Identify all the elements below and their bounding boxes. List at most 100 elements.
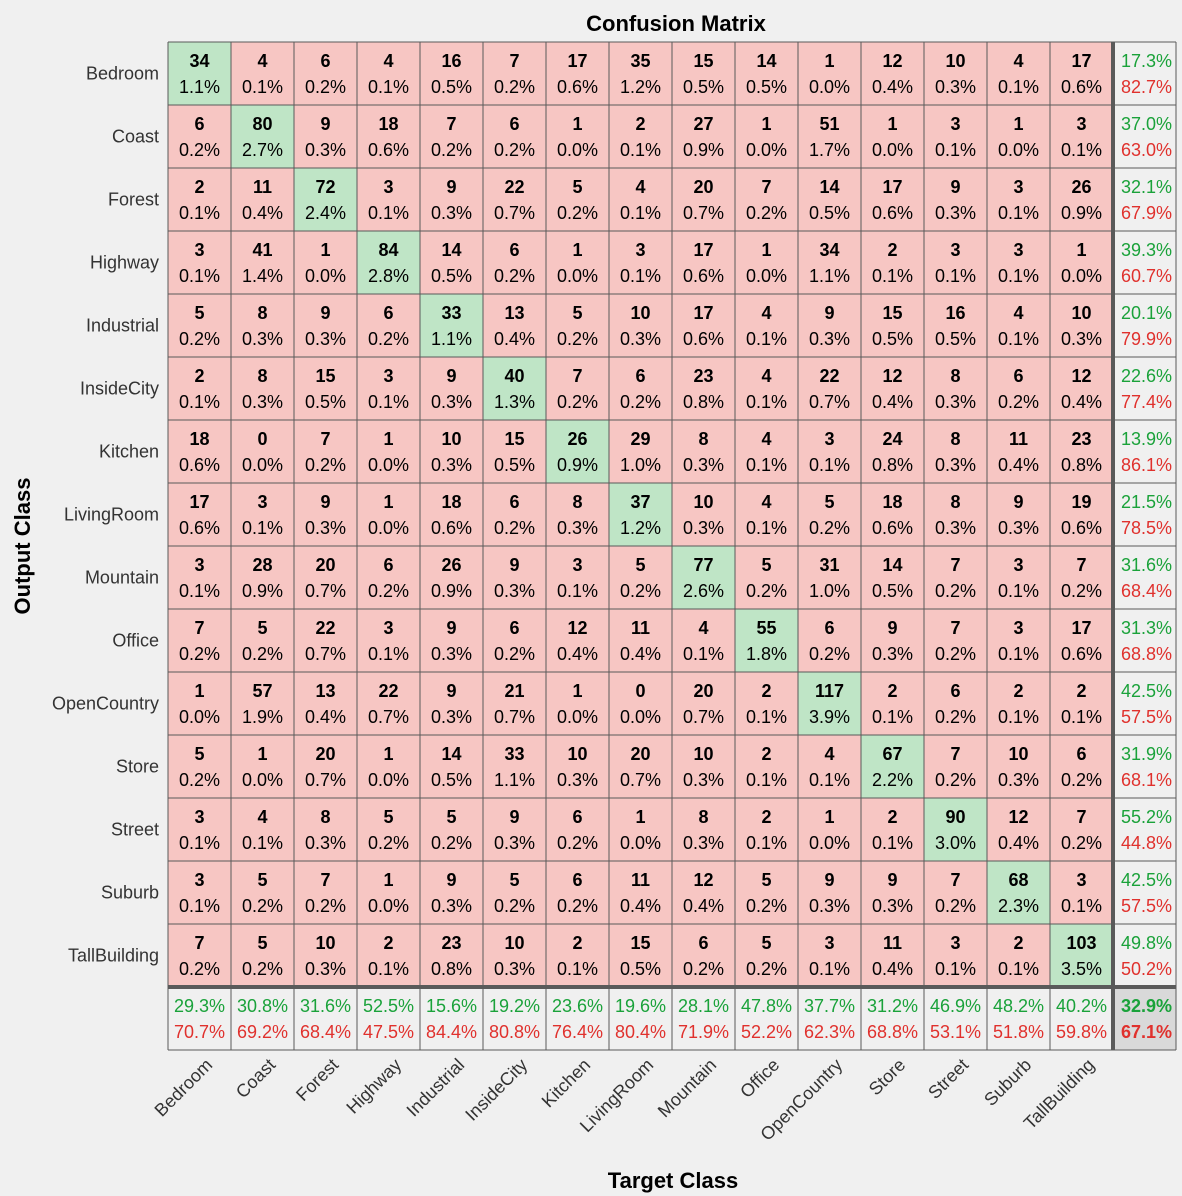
col-summary-incorrect: 59.8%: [1056, 1022, 1107, 1042]
matrix-cell: [987, 798, 1050, 861]
cell-percent: 0.7%: [683, 707, 724, 727]
col-summary-incorrect: 76.4%: [552, 1022, 603, 1042]
col-summary-incorrect: 68.4%: [300, 1022, 351, 1042]
cell-percent: 0.0%: [242, 770, 283, 790]
cell-count: 2: [761, 681, 771, 701]
matrix-cell: [861, 546, 924, 609]
matrix-cell: [987, 735, 1050, 798]
column-label: Bedroom: [151, 1055, 217, 1121]
matrix-cell: [672, 609, 735, 672]
column-label: Mountain: [654, 1055, 721, 1122]
matrix-cell: [483, 609, 546, 672]
row-label: Office: [112, 631, 159, 651]
column-label: Street: [924, 1055, 972, 1103]
cell-percent: 0.3%: [431, 392, 472, 412]
matrix-cell: [609, 735, 672, 798]
matrix-cell: [546, 483, 609, 546]
cell-percent: 0.1%: [998, 266, 1039, 286]
matrix-cell: [420, 735, 483, 798]
cell-count: 2: [1076, 681, 1086, 701]
matrix-cell: [483, 483, 546, 546]
matrix-cell: [924, 357, 987, 420]
matrix-cell: [861, 672, 924, 735]
column-label: Highway: [342, 1055, 405, 1118]
cell-count: 2: [887, 240, 897, 260]
matrix-cell: [294, 672, 357, 735]
cell-percent: 1.2%: [620, 518, 661, 538]
cell-percent: 0.3%: [557, 518, 598, 538]
row-summary-cell: [1113, 231, 1176, 294]
cell-count: 12: [693, 870, 713, 890]
cell-percent: 0.2%: [494, 518, 535, 538]
cell-count: 22: [819, 366, 839, 386]
matrix-cell: [672, 546, 735, 609]
cell-count: 8: [950, 429, 960, 449]
matrix-cell: [1050, 546, 1113, 609]
matrix-cells: 341.1%40.1%60.2%40.1%160.5%70.2%170.6%35…: [168, 42, 1176, 1050]
matrix-cell: [861, 483, 924, 546]
matrix-cell: [357, 546, 420, 609]
cell-count: 12: [1071, 366, 1091, 386]
cell-count: 6: [509, 492, 519, 512]
cell-count: 6: [383, 555, 393, 575]
matrix-cell: [1050, 483, 1113, 546]
cell-count: 51: [819, 114, 839, 134]
cell-count: 3: [1076, 870, 1086, 890]
matrix-cell: [672, 924, 735, 987]
col-summary-incorrect: 53.1%: [930, 1022, 981, 1042]
cell-count: 22: [378, 681, 398, 701]
matrix-cell: [924, 42, 987, 105]
cell-count: 2: [761, 744, 771, 764]
cell-count: 1: [1076, 240, 1086, 260]
col-summary-correct: 48.2%: [993, 996, 1044, 1016]
row-summary-incorrect: 78.5%: [1121, 518, 1172, 538]
cell-count: 3: [257, 492, 267, 512]
cell-count: 6: [320, 51, 330, 71]
cell-count: 7: [1076, 555, 1086, 575]
cell-percent: 0.2%: [368, 329, 409, 349]
matrix-cell: [231, 609, 294, 672]
cell-count: 10: [693, 744, 713, 764]
matrix-cell: [861, 735, 924, 798]
matrix-cell: [168, 924, 231, 987]
cell-percent: 0.0%: [368, 455, 409, 475]
cell-percent: 0.1%: [935, 959, 976, 979]
matrix-cell: [294, 861, 357, 924]
col-summary-incorrect: 80.4%: [615, 1022, 666, 1042]
cell-percent: 0.6%: [179, 518, 220, 538]
cell-percent: 0.3%: [809, 329, 850, 349]
cell-percent: 0.3%: [872, 896, 913, 916]
cell-count: 11: [1009, 429, 1028, 449]
cell-percent: 0.0%: [368, 518, 409, 538]
cell-count: 13: [315, 681, 335, 701]
cell-percent: 0.1%: [179, 833, 220, 853]
cell-percent: 0.2%: [746, 581, 787, 601]
cell-count: 23: [1071, 429, 1091, 449]
row-summary-incorrect: 86.1%: [1121, 455, 1172, 475]
cell-count: 6: [635, 366, 645, 386]
cell-count: 9: [887, 618, 897, 638]
cell-percent: 0.3%: [494, 833, 535, 853]
matrix-cell: [987, 420, 1050, 483]
matrix-cell: [168, 483, 231, 546]
cell-percent: 0.5%: [746, 77, 787, 97]
cell-count: 23: [693, 366, 713, 386]
cell-count: 6: [509, 618, 519, 638]
matrix-cell: [987, 231, 1050, 294]
matrix-cell: [735, 168, 798, 231]
cell-percent: 0.6%: [1061, 518, 1102, 538]
cell-count: 17: [693, 303, 713, 323]
matrix-cell: [924, 672, 987, 735]
cell-percent: 0.3%: [494, 581, 535, 601]
matrix-cell: [1050, 861, 1113, 924]
cell-count: 20: [630, 744, 650, 764]
matrix-cell: [861, 609, 924, 672]
matrix-cell: [546, 546, 609, 609]
cell-percent: 0.3%: [431, 455, 472, 475]
matrix-cell: [1050, 735, 1113, 798]
matrix-cell: [420, 924, 483, 987]
row-label: Street: [111, 820, 159, 840]
cell-count: 4: [1013, 303, 1023, 323]
matrix-cell: [483, 546, 546, 609]
matrix-cell: [987, 105, 1050, 168]
